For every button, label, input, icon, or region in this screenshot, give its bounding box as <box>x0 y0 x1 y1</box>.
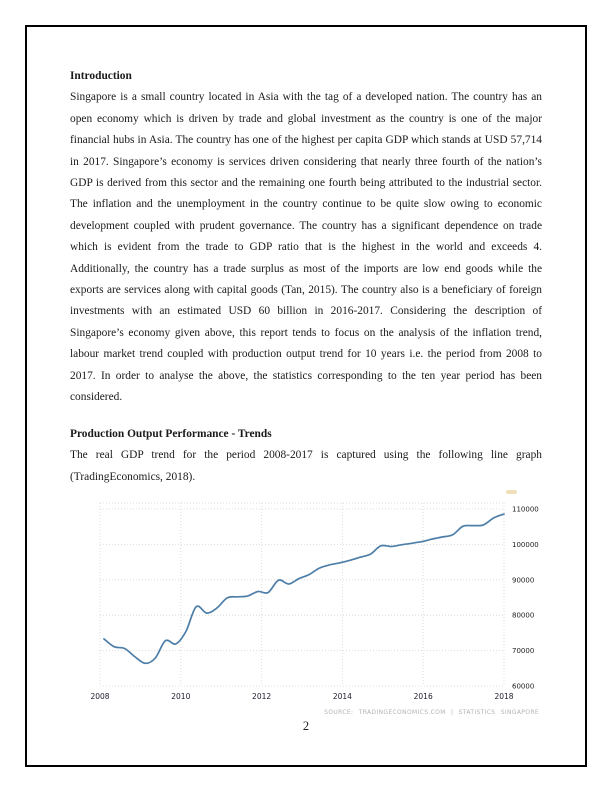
svg-text:90000: 90000 <box>512 576 534 584</box>
svg-text:70000: 70000 <box>512 647 534 655</box>
production-section: Production Output Performance - Trends T… <box>70 424 542 488</box>
page-number: 2 <box>302 719 310 733</box>
watermark-fragment <box>506 490 517 494</box>
intro-section: Introduction Singapore is a small countr… <box>70 66 542 409</box>
svg-text:110000: 110000 <box>512 506 539 514</box>
svg-text:2012: 2012 <box>252 692 271 701</box>
svg-text:2016: 2016 <box>414 692 433 701</box>
svg-text:2010: 2010 <box>171 692 190 701</box>
page-border <box>25 25 587 767</box>
svg-text:60000: 60000 <box>512 683 534 691</box>
gdp-line-chart: 60000 70000 80000 90000 100000 110000 2008 2010… <box>75 488 545 728</box>
chart-source-text: SOURCE: TRADINGECONOMICS.COM | STATISTIC… <box>324 709 539 716</box>
intro-paragraph: Singapore is a small country located in … <box>70 91 542 404</box>
svg-text:100000: 100000 <box>512 541 539 549</box>
intro-heading: Introduction <box>70 70 132 82</box>
svg-text:2018: 2018 <box>494 692 513 701</box>
svg-text:2008: 2008 <box>90 692 109 701</box>
svg-text:2014: 2014 <box>333 692 352 701</box>
svg-text:80000: 80000 <box>512 612 534 620</box>
production-paragraph: The real GDP trend for the period 2008-2… <box>70 449 542 483</box>
gdp-chart-canvas: 60000 70000 80000 90000 100000 110000 2008 2010… <box>90 502 539 701</box>
production-heading: Production Output Performance - Trends <box>70 428 272 440</box>
